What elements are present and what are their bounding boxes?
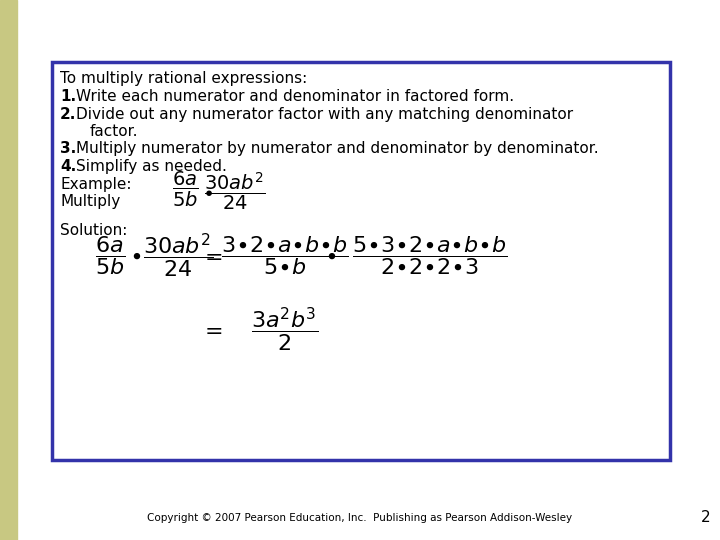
Text: $=$: $=$ [199,320,222,340]
Text: 3.: 3. [60,141,76,156]
Text: $\bullet$: $\bullet$ [202,182,212,201]
Text: Divide out any numerator factor with any matching denominator: Divide out any numerator factor with any… [76,107,573,122]
Text: $\dfrac{3a^2b^3}{2}$: $\dfrac{3a^2b^3}{2}$ [251,306,319,354]
Text: Write each numerator and denominator in factored form.: Write each numerator and denominator in … [76,89,514,104]
Text: Multiply: Multiply [60,194,120,209]
Text: 2: 2 [701,510,711,525]
Text: $\dfrac{6a}{5b}$: $\dfrac{6a}{5b}$ [95,234,125,278]
Bar [0,0,17,540]
Text: $=$: $=$ [199,246,222,266]
Text: $\bullet$: $\bullet$ [129,246,141,266]
Text: Copyright © 2007 Pearson Education, Inc.  Publishing as Pearson Addison-Wesley: Copyright © 2007 Pearson Education, Inc.… [148,513,572,523]
Text: Example:: Example: [60,177,132,192]
Text: $\dfrac{30ab^2}{24}$: $\dfrac{30ab^2}{24}$ [204,170,266,212]
Text: Simplify as needed.: Simplify as needed. [76,159,227,174]
Text: $\dfrac{3{\bullet}2{\bullet}a{\bullet}b{\bullet}b}{5{\bullet}b}$: $\dfrac{3{\bullet}2{\bullet}a{\bullet}b{… [221,234,349,278]
Text: To multiply rational expressions:: To multiply rational expressions: [60,71,307,86]
Text: 1.: 1. [60,89,76,104]
FancyBboxPatch shape [52,62,670,460]
Text: $\dfrac{5{\bullet}3{\bullet}2{\bullet}a{\bullet}b{\bullet}b}{2{\bullet}2{\bullet: $\dfrac{5{\bullet}3{\bullet}2{\bullet}a{… [352,234,508,278]
Text: 2.: 2. [60,107,76,122]
Text: 4.: 4. [60,159,76,174]
Text: $\dfrac{30ab^2}{24}$: $\dfrac{30ab^2}{24}$ [143,232,213,280]
Text: factor.: factor. [90,124,138,139]
Text: Multiply numerator by numerator and denominator by denominator.: Multiply numerator by numerator and deno… [76,141,598,156]
Text: Solution:: Solution: [60,223,127,238]
Text: $\dfrac{6a}{5b}$: $\dfrac{6a}{5b}$ [171,170,199,209]
Text: $\bullet$: $\bullet$ [324,246,336,266]
